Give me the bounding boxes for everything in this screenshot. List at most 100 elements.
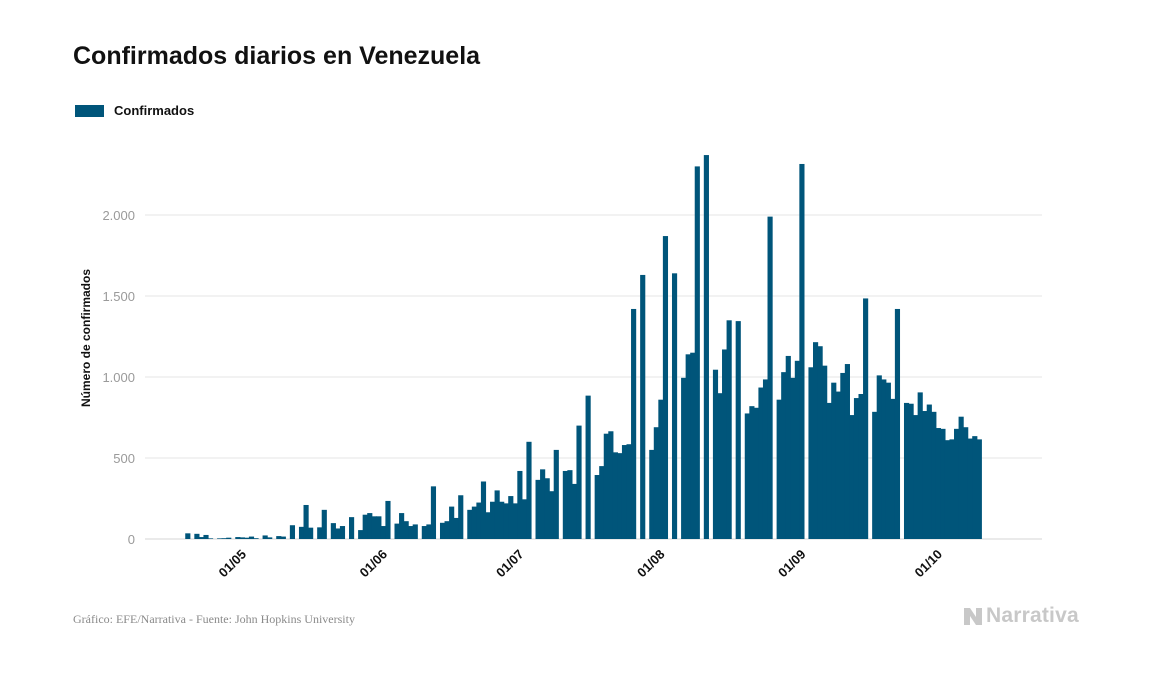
bar <box>380 526 386 539</box>
bar <box>303 504 309 539</box>
bar <box>785 355 791 539</box>
bar <box>671 273 678 539</box>
bar <box>913 415 919 539</box>
bar <box>376 516 382 539</box>
bar <box>412 524 418 539</box>
bar <box>908 403 914 539</box>
bar <box>626 444 632 539</box>
bar <box>690 352 696 539</box>
bar <box>603 433 609 539</box>
bar <box>562 470 568 539</box>
bar <box>540 469 546 539</box>
chart-title: Confirmados diarios en Venezuela <box>73 42 481 70</box>
bar <box>289 525 296 539</box>
bar <box>976 439 982 539</box>
bar <box>949 439 955 539</box>
bar <box>808 367 814 539</box>
bar <box>885 382 891 539</box>
bar <box>876 375 882 539</box>
bar <box>890 398 896 539</box>
bar <box>931 411 937 539</box>
bar <box>549 491 555 539</box>
bar <box>835 391 841 539</box>
bar <box>453 517 459 539</box>
bar <box>681 377 687 539</box>
bar <box>253 538 259 539</box>
bar <box>972 436 978 539</box>
bar <box>526 441 532 539</box>
bar <box>521 499 528 539</box>
bar <box>649 449 655 539</box>
bar <box>480 481 487 539</box>
bar <box>822 365 828 539</box>
bar <box>658 399 664 539</box>
bar <box>426 524 432 539</box>
bar <box>944 440 951 539</box>
bar <box>585 395 591 539</box>
bar <box>576 425 582 539</box>
bar <box>726 320 732 539</box>
bar <box>444 521 450 539</box>
bar <box>439 522 446 539</box>
bar <box>330 523 336 539</box>
bar <box>298 526 305 539</box>
bar <box>863 298 869 539</box>
bar <box>467 509 473 539</box>
x-tick-label: 01/06 <box>357 547 391 581</box>
bar <box>239 537 245 539</box>
bar <box>321 509 327 539</box>
bar <box>198 537 205 539</box>
x-tick-label: 01/09 <box>775 547 809 581</box>
bar <box>544 478 550 539</box>
x-tick-label: 01/05 <box>216 547 250 581</box>
x-tick-label: 01/08 <box>634 547 668 581</box>
bar <box>794 360 800 539</box>
bar <box>853 398 860 539</box>
bar <box>385 500 391 539</box>
bar <box>722 349 728 539</box>
bar <box>194 533 200 539</box>
bar <box>631 308 637 539</box>
bar <box>280 536 286 539</box>
bar <box>967 438 973 539</box>
bar <box>940 428 946 539</box>
bar <box>449 506 455 539</box>
bar <box>358 530 364 539</box>
bar <box>612 452 618 539</box>
bar <box>235 537 241 539</box>
source-note: Gráfico: EFE/Narrativa - Fuente: John Ho… <box>73 612 355 626</box>
bar <box>308 527 314 539</box>
bar <box>262 535 268 539</box>
x-tick-label: 01/07 <box>493 547 527 581</box>
narrativa-logo-icon <box>964 608 982 625</box>
bar <box>831 382 837 539</box>
bar <box>207 538 214 539</box>
bar <box>790 377 796 539</box>
bar <box>567 470 573 539</box>
brand-logo: Narrativa <box>962 604 1079 628</box>
bar <box>248 536 255 539</box>
bar <box>653 427 659 539</box>
bar <box>640 274 646 539</box>
bar <box>858 394 864 539</box>
bar <box>749 406 755 539</box>
bar <box>458 495 464 539</box>
bar <box>430 486 437 539</box>
bar <box>621 445 628 539</box>
brand-name: Narrativa <box>986 604 1079 627</box>
bar <box>349 517 355 539</box>
bar <box>758 387 764 539</box>
bar <box>922 411 928 539</box>
bar <box>954 428 960 539</box>
bar <box>362 514 368 539</box>
bar <box>599 466 605 539</box>
bar <box>881 379 887 539</box>
x-tick-label: 01/10 <box>912 547 946 581</box>
bar <box>221 538 227 539</box>
bar <box>335 528 341 539</box>
bar <box>935 428 941 539</box>
bar <box>926 404 932 539</box>
bar <box>958 416 964 539</box>
bar <box>662 236 669 539</box>
